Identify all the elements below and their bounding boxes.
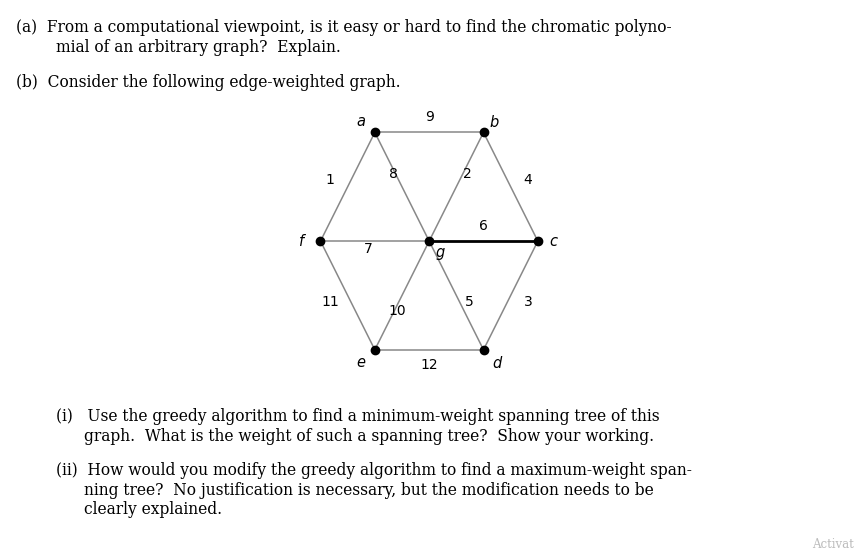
Text: 7: 7	[364, 242, 373, 256]
Text: 5: 5	[465, 295, 473, 309]
Text: mial of an arbitrary graph?  Explain.: mial of an arbitrary graph? Explain.	[56, 39, 342, 56]
Text: 4: 4	[524, 173, 532, 187]
Text: 1: 1	[326, 173, 335, 187]
Text: (a)  From a computational viewpoint, is it easy or hard to find the chromatic po: (a) From a computational viewpoint, is i…	[16, 19, 671, 36]
Text: 10: 10	[388, 304, 407, 318]
Text: (i)   Use the greedy algorithm to find a minimum-weight spanning tree of this: (i) Use the greedy algorithm to find a m…	[56, 408, 660, 425]
Text: 8: 8	[389, 167, 398, 181]
Text: $c$: $c$	[549, 234, 559, 249]
Text: Activat: Activat	[812, 538, 854, 551]
Text: (b)  Consider the following edge-weighted graph.: (b) Consider the following edge-weighted…	[16, 74, 401, 90]
Text: 9: 9	[425, 110, 434, 124]
Text: 3: 3	[524, 295, 532, 309]
Text: $a$: $a$	[355, 114, 366, 129]
Text: $b$: $b$	[489, 114, 499, 129]
Text: 2: 2	[463, 167, 472, 181]
Text: 11: 11	[322, 295, 339, 309]
Text: clearly explained.: clearly explained.	[84, 501, 222, 518]
Text: 12: 12	[420, 358, 438, 372]
Text: $f$: $f$	[297, 233, 307, 249]
Text: $e$: $e$	[355, 355, 366, 371]
Text: ning tree?  No justification is necessary, but the modification needs to be: ning tree? No justification is necessary…	[84, 482, 654, 498]
Text: graph.  What is the weight of such a spanning tree?  Show your working.: graph. What is the weight of such a span…	[84, 428, 655, 445]
Text: $d$: $d$	[492, 355, 504, 371]
Text: $g$: $g$	[434, 246, 446, 262]
Text: (ii)  How would you modify the greedy algorithm to find a maximum-weight span-: (ii) How would you modify the greedy alg…	[56, 462, 692, 479]
Text: 6: 6	[479, 219, 488, 233]
